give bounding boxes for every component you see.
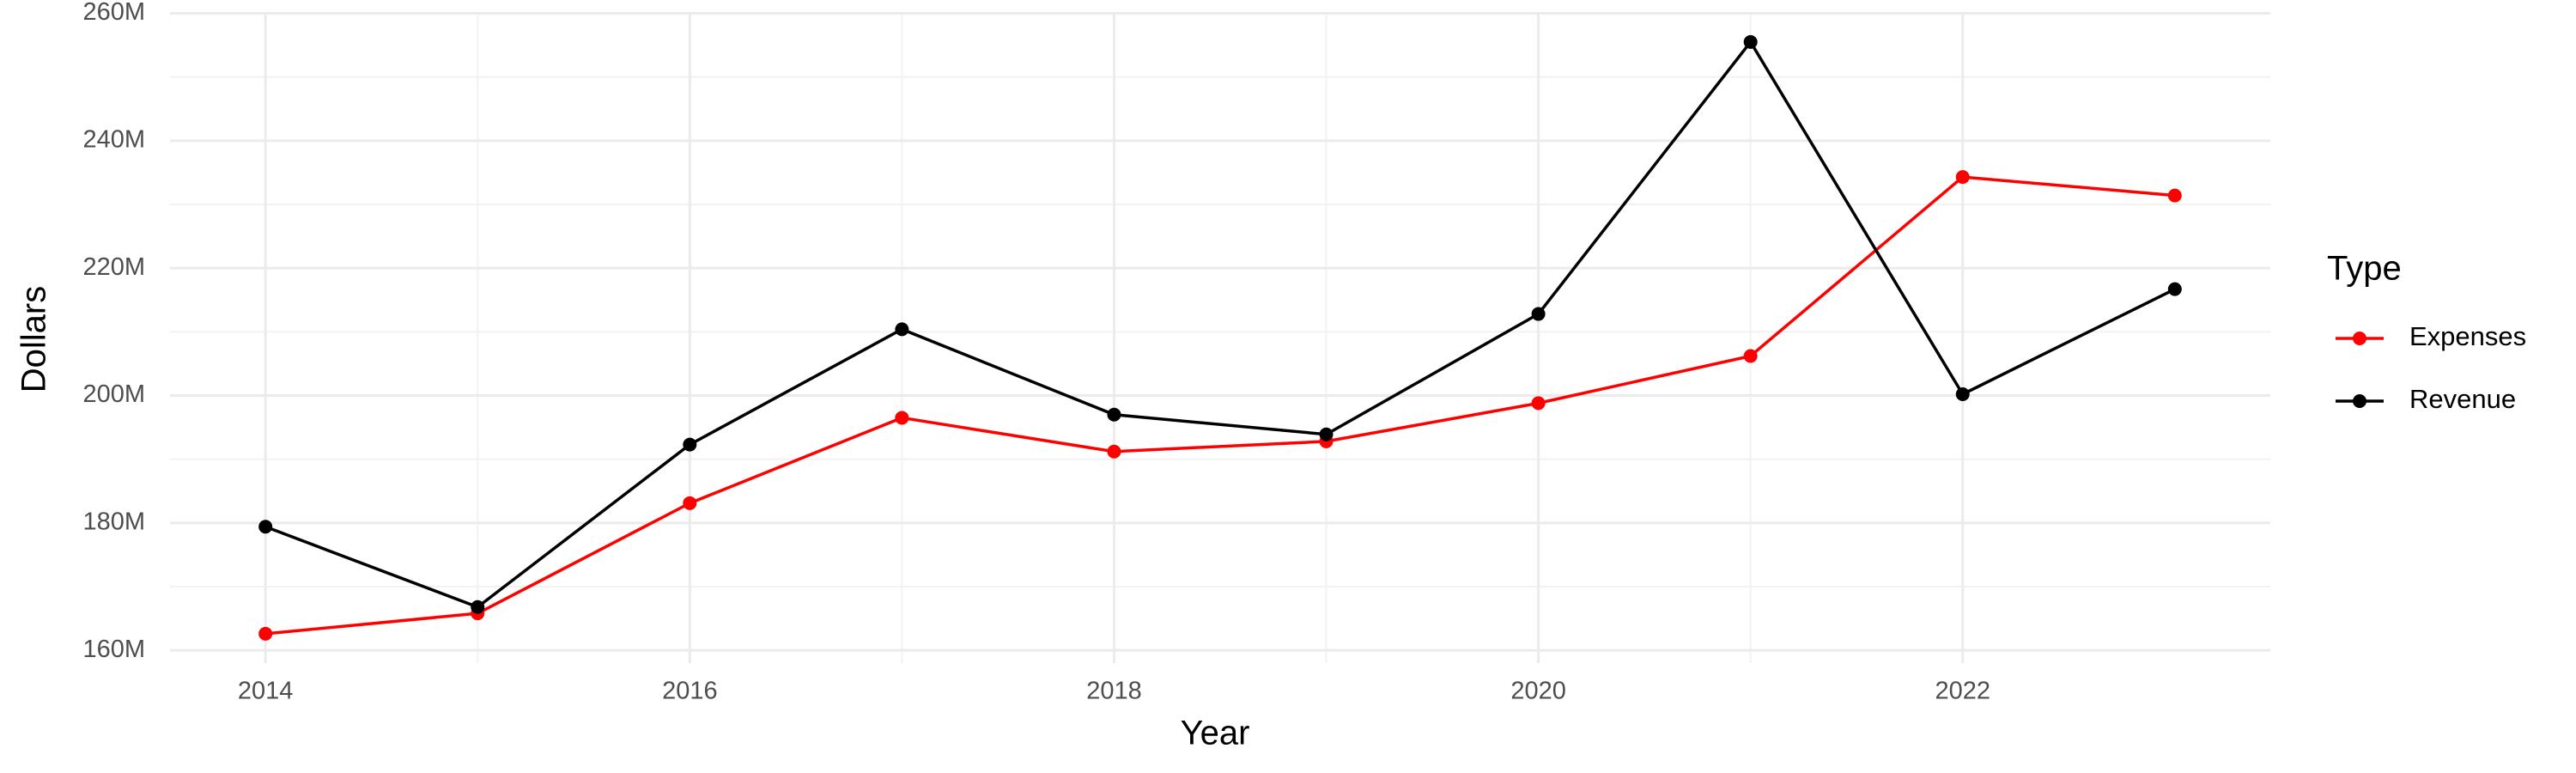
- point: [1531, 307, 1546, 321]
- legend-key-point: [2353, 394, 2366, 408]
- legend-label: Expenses: [2409, 321, 2526, 351]
- point: [471, 600, 485, 614]
- x-tick-label: 2018: [1086, 678, 1142, 705]
- point: [895, 322, 909, 337]
- legend-label: Revenue: [2409, 384, 2516, 414]
- point: [258, 626, 273, 641]
- legend-key-point: [2353, 332, 2366, 345]
- series-line: [264, 39, 2176, 609]
- point: [1743, 34, 1758, 49]
- point: [1955, 170, 1970, 185]
- point: [258, 520, 273, 534]
- point: [895, 411, 909, 425]
- x-tick-label: 2020: [1510, 678, 1566, 705]
- y-tick-label: 220M: [82, 253, 145, 281]
- point: [683, 437, 697, 452]
- point: [1743, 349, 1758, 363]
- y-tick-label: 200M: [82, 380, 145, 408]
- point: [1107, 407, 1121, 422]
- series-line: [265, 175, 2175, 636]
- point: [1319, 427, 1334, 441]
- x-tick-label: 2016: [662, 678, 718, 705]
- y-tick-label: 180M: [82, 508, 145, 535]
- y-axis-title: Dollars: [15, 286, 53, 393]
- x-axis-title: Year: [1181, 715, 1250, 752]
- x-tick-label: 2022: [1935, 678, 1990, 705]
- x-tick-label: 2014: [238, 678, 294, 705]
- point: [2167, 282, 2182, 296]
- point: [683, 496, 697, 510]
- point: [1107, 444, 1121, 459]
- y-tick-label: 240M: [82, 125, 145, 153]
- y-tick-label: 160M: [82, 636, 145, 663]
- point: [1955, 387, 1970, 402]
- point: [2167, 188, 2182, 203]
- point: [1531, 396, 1546, 411]
- y-tick-label: 260M: [82, 0, 145, 26]
- legend-title: Type: [2327, 250, 2402, 288]
